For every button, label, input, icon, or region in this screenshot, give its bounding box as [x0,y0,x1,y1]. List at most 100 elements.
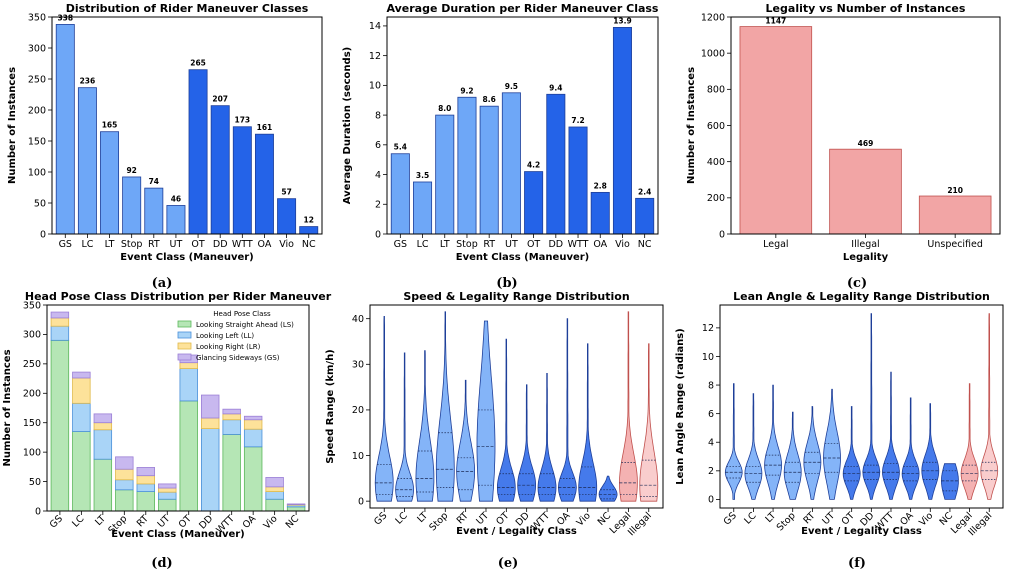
chart-title: Speed & Legality Range Distribution [403,290,629,303]
violin-Stop [783,411,802,500]
panel-f: Lean Angle & Legality Range Distribution… [675,290,1004,571]
legend-swatch [177,320,192,328]
bar-segment-WTT [222,413,241,421]
y-tick-label: 10 [369,81,381,92]
x-tick-label: OT [191,239,204,250]
x-tick-label: LC [417,239,429,250]
axes-frame [369,304,664,509]
y-tick-label: 40 [352,314,364,325]
bar-segment-Vio [265,491,284,500]
x-tick-label: RT [801,510,817,526]
x-tick-label: UT [474,510,491,527]
y-axis-label: Speed Range (km/h) [325,349,336,464]
chart-title: Average Duration per Rider Maneuver Clas… [387,2,659,15]
data-label: 57 [281,188,291,197]
bar-segment-GS [50,317,70,327]
data-label: 338 [57,13,73,22]
x-tick-label: GS [59,239,72,250]
y-tick-label: 800 [707,85,725,96]
y-tick-label: 0 [708,495,714,506]
y-tick-label: 20 [352,405,364,416]
y-tick-label: 350 [28,12,46,23]
panel-caption: (a) [152,276,173,291]
y-tick-label: 6 [708,409,714,420]
violin-RT [803,406,822,500]
bar-WTT [568,126,588,235]
bar-segment-RT [136,467,155,477]
y-tick-label: 50 [29,477,41,488]
panel-a: Distribution of Rider Maneuver Classes Ev… [7,2,323,291]
data-label: 46 [171,194,181,203]
violin-LT [764,384,783,500]
x-tick-label: DD [548,239,563,250]
bar-segment-OA [243,419,263,430]
bar-segment-RT [136,483,155,492]
bar-UT [166,205,186,235]
x-tick-label: LT [763,510,778,525]
data-label: 3.5 [416,171,429,180]
bar-NC [299,226,319,235]
bar-Unspecified [918,195,992,235]
bar-segment-UT [158,487,177,493]
bar-LT [100,131,120,235]
x-tick-label: Stop [775,510,798,533]
data-label: 469 [858,139,874,148]
y-tick-label: 10 [352,451,364,462]
y-tick-label: 30 [352,360,364,371]
axes-frame [51,16,323,235]
x-tick-label: LC [393,510,409,526]
y-axis-label: Lean Angle Range (radians) [675,328,686,484]
violin-UT [823,388,841,500]
x-tick-label: GS [722,510,739,527]
y-tick-label: 2 [375,200,381,211]
violin-LC [744,393,763,500]
violin-OT [497,338,516,502]
y-tick-label: 4 [708,438,714,449]
x-tick-label: LT [105,239,115,250]
x-tick-label: Vio [615,239,630,250]
bar-segment-WTT [222,419,241,435]
violin-RT [456,379,475,502]
data-label: 92 [126,166,136,175]
y-tick-label: 0 [35,506,41,517]
y-tick-label: 400 [707,157,725,168]
y-tick-label: 300 [23,330,41,341]
violin-GS [374,316,394,502]
data-label: 210 [947,186,963,195]
panel-b: Average Duration per Rider Maneuver Clas… [342,2,659,291]
x-tick-label: GS [394,239,407,250]
bar-segment-RT [136,491,155,512]
x-axis-label: Event Class (Maneuver) [120,252,254,263]
axes-frame [46,304,310,512]
x-tick-label: OT [494,510,511,527]
y-tick-label: 12 [702,323,714,334]
x-tick-label: OT [527,239,540,250]
y-tick-label: 14 [369,21,381,32]
chart-title: Head Pose Class Distribution per Rider M… [25,290,332,303]
data-label: 236 [80,77,96,86]
bar-segment-NC [286,506,306,512]
x-tick-label: RT [135,513,151,529]
x-tick-label: GS [48,513,65,530]
data-label: 9.2 [460,86,473,95]
y-tick-label: 1200 [701,12,725,23]
violin-Illegal [980,313,999,500]
bar-segment-OT [179,362,198,369]
bar-segment-OA [243,428,263,448]
violin-DD [517,384,536,502]
bar-WTT [232,126,252,235]
bar-OT [188,69,208,235]
bar-LC [77,87,97,235]
y-tick-label: 300 [28,43,46,54]
y-tick-label: 150 [23,418,41,429]
panel-caption: (d) [151,556,172,571]
x-tick-label: Legal [763,239,788,250]
bar-segment-UT [158,491,177,500]
x-tick-label: Unspecified [927,239,983,250]
x-tick-label: LT [93,513,108,528]
x-tick-label: Stop [121,239,143,250]
violin-WTT [537,373,557,502]
bar-segment-OT [179,400,198,512]
legend-entry: Glancing Sideways (GS) [196,354,280,362]
